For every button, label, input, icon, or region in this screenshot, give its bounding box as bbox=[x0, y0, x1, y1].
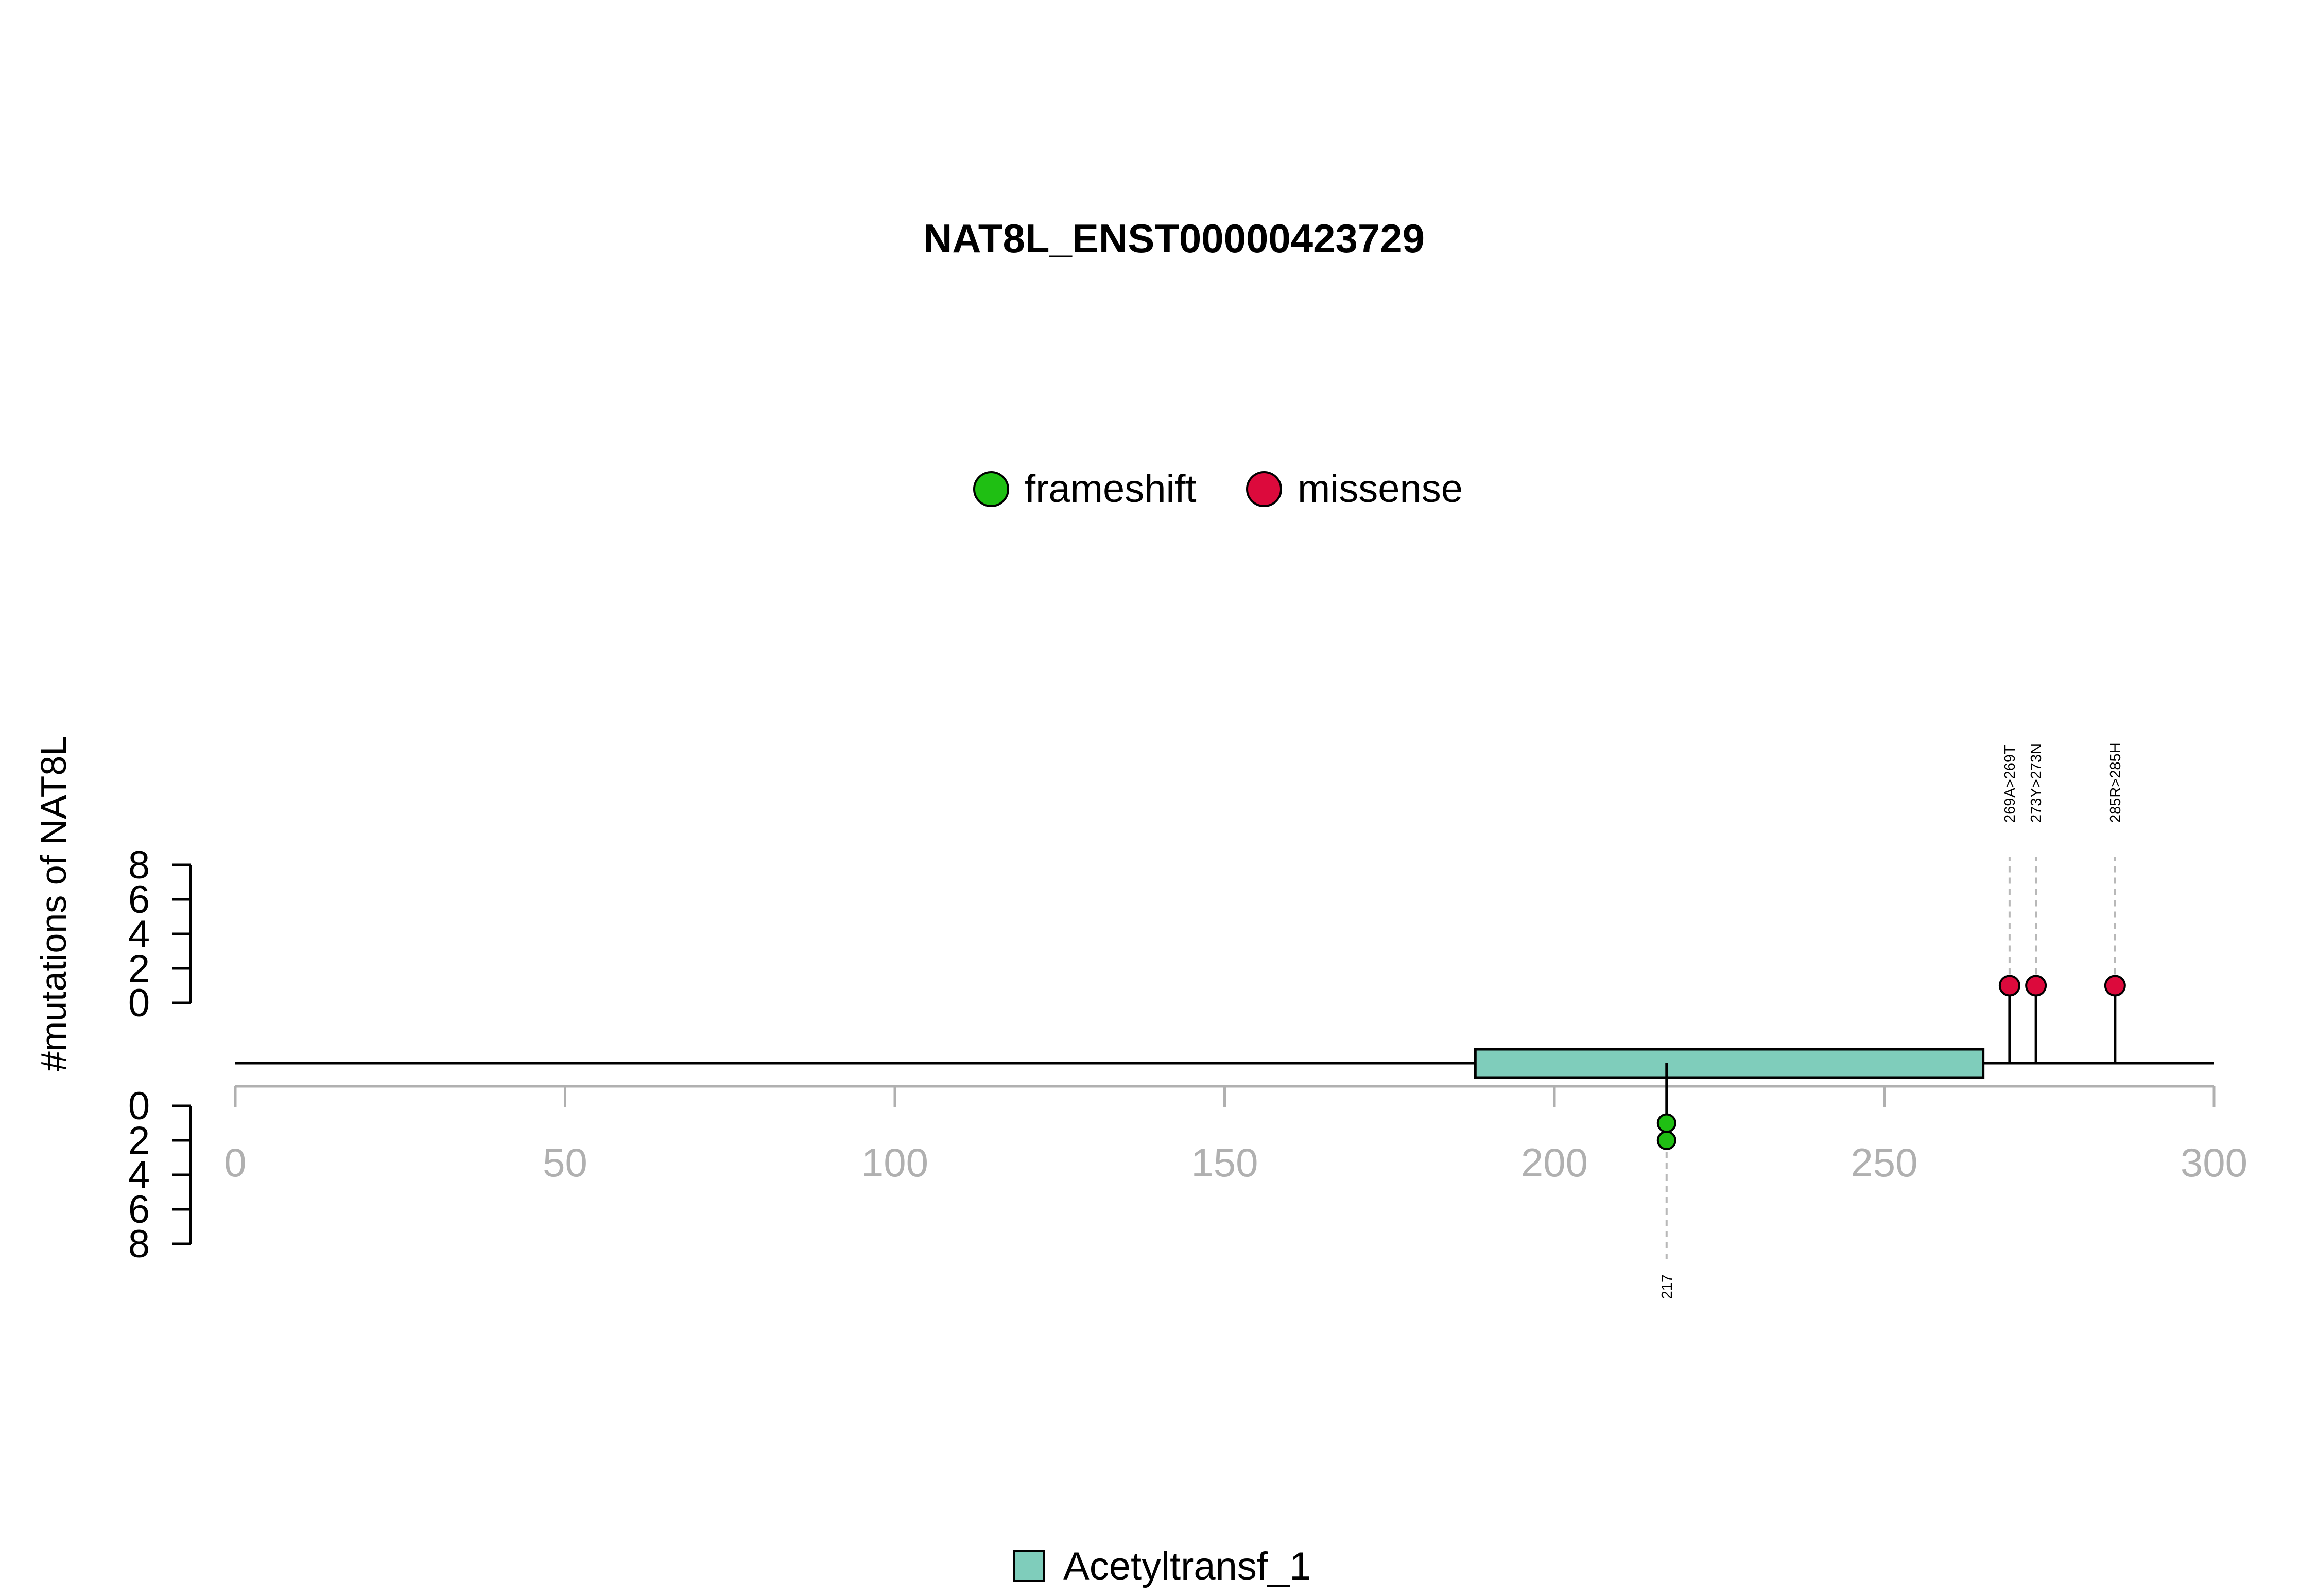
legend-label-missense: missense bbox=[1298, 467, 1463, 511]
y-tick-label: 4 bbox=[128, 912, 150, 956]
domain-legend-swatch bbox=[1013, 1550, 1045, 1582]
y-tick-label: 8 bbox=[128, 843, 150, 887]
protein-backbone bbox=[235, 1048, 2214, 1079]
y-tick-label: 6 bbox=[128, 1188, 150, 1231]
x-tick-label: 300 bbox=[2181, 1140, 2247, 1185]
x-tick-label: 0 bbox=[224, 1140, 246, 1185]
domain-Acetyltransf_1 bbox=[1474, 1048, 1985, 1079]
x-tick-label: 200 bbox=[1521, 1140, 1588, 1185]
lollipop-head-missense bbox=[2025, 975, 2047, 997]
legend-marker-frameshift bbox=[973, 471, 1009, 507]
y-tick-label: 0 bbox=[128, 1084, 150, 1128]
legend-marker-missense bbox=[1246, 471, 1282, 507]
mutation-label: 269A>269T bbox=[2002, 745, 2018, 823]
chart-title: NAT8L_ENST00000423729 bbox=[923, 216, 1425, 261]
lollipop-head-missense bbox=[2104, 975, 2126, 997]
x-tick-label: 50 bbox=[543, 1140, 587, 1185]
lollipop-head-frameshift bbox=[1656, 1113, 1676, 1133]
domain-legend-label: Acetyltransf_1 bbox=[1063, 1545, 1311, 1588]
y-tick-label: 4 bbox=[128, 1153, 150, 1197]
mutation-label: 217 bbox=[1659, 1274, 1675, 1299]
mutation-label: 285R>285H bbox=[2107, 742, 2124, 823]
x-tick-label: 100 bbox=[861, 1140, 928, 1185]
x-tick-label: 150 bbox=[1191, 1140, 1258, 1185]
x-tick-label: 250 bbox=[1851, 1140, 1917, 1185]
y-tick-label: 6 bbox=[128, 878, 150, 922]
y-tick-label: 0 bbox=[128, 981, 150, 1025]
legend-label-frameshift: frameshift bbox=[1025, 467, 1197, 511]
y-tick-label: 2 bbox=[128, 947, 150, 991]
mutation-label: 273Y>273N bbox=[2028, 743, 2045, 823]
y-tick-label: 8 bbox=[128, 1222, 150, 1266]
lollipop-head-missense bbox=[1998, 975, 2020, 997]
mutation-lollipops: 269A>269T 273Y>273N 285R>285H 217 bbox=[1656, 742, 2126, 1299]
mutation-type-legend: frameshift missense bbox=[973, 467, 1463, 511]
domain-legend: Acetyltransf_1 bbox=[1013, 1545, 1311, 1588]
y-tick-label: 2 bbox=[128, 1119, 150, 1163]
lollipop-head-frameshift bbox=[1656, 1131, 1676, 1150]
y-axis-label: #mutations of NAT8L bbox=[33, 736, 74, 1071]
